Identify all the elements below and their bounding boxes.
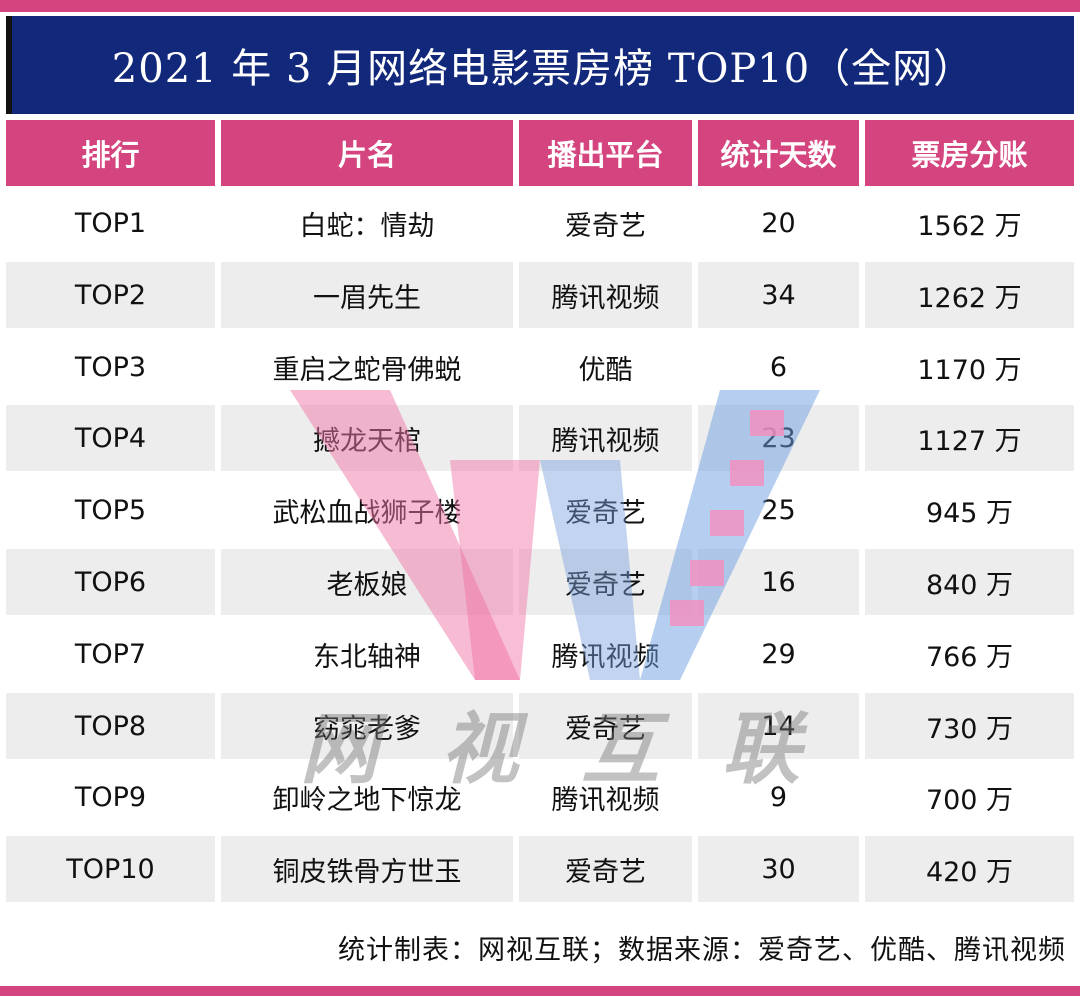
table-cell-platform: 腾讯视频 (519, 764, 692, 830)
table-cell-days: 30 (698, 836, 859, 902)
table-cell-days: 23 (698, 405, 859, 471)
table-cell-rank: TOP7 (6, 621, 215, 687)
table-cell-rank: TOP1 (6, 190, 215, 256)
page-title: 2021 年 3 月网络电影票房榜 TOP10（全网） (111, 46, 975, 92)
table-cell-days: 9 (698, 764, 859, 830)
table-cell-platform: 腾讯视频 (519, 262, 692, 328)
table-cell-title: 重启之蛇骨佛蜕 (221, 334, 513, 400)
header-rank: 排行 (6, 120, 215, 186)
table-cell-days: 29 (698, 621, 859, 687)
table-cell-title: 撼龙天棺 (221, 405, 513, 471)
header-box-office: 票房分账 (865, 120, 1074, 186)
table-cell-title: 窈窕老爹 (221, 693, 513, 759)
table-cell-box-office: 1170 万 (865, 334, 1074, 400)
table-cell-days: 25 (698, 477, 859, 543)
table-cell-title: 东北轴神 (221, 621, 513, 687)
table-cell-box-office: 840 万 (865, 549, 1074, 615)
table-cell-days: 20 (698, 190, 859, 256)
table-cell-platform: 腾讯视频 (519, 621, 692, 687)
table-cell-title: 武松血战狮子楼 (221, 477, 513, 543)
table-cell-rank: TOP2 (6, 262, 215, 328)
table-cell-platform: 爱奇艺 (519, 836, 692, 902)
table-cell-title: 卸岭之地下惊龙 (221, 764, 513, 830)
table-cell-platform: 爱奇艺 (519, 693, 692, 759)
table-cell-box-office: 1562 万 (865, 190, 1074, 256)
table-cell-rank: TOP10 (6, 836, 215, 902)
table-cell-rank: TOP5 (6, 477, 215, 543)
table-cell-rank: TOP4 (6, 405, 215, 471)
table-cell-rank: TOP6 (6, 549, 215, 615)
table-cell-days: 16 (698, 549, 859, 615)
header-days: 统计天数 (698, 120, 859, 186)
table-cell-box-office: 945 万 (865, 477, 1074, 543)
table-cell-rank: TOP8 (6, 693, 215, 759)
table-cell-title: 铜皮铁骨方世玉 (221, 836, 513, 902)
table-cell-box-office: 700 万 (865, 764, 1074, 830)
table-cell-platform: 爱奇艺 (519, 477, 692, 543)
table-cell-title: 一眉先生 (221, 262, 513, 328)
table-cell-platform: 优酷 (519, 334, 692, 400)
table-cell-title: 老板娘 (221, 549, 513, 615)
table-cell-box-office: 1127 万 (865, 405, 1074, 471)
source-footer: 统计制表：网视互联；数据来源：爱奇艺、优酷、腾讯视频 (338, 934, 1066, 966)
table-cell-box-office: 766 万 (865, 621, 1074, 687)
header-title: 片名 (221, 120, 513, 186)
bottom-accent-strip (0, 986, 1080, 996)
table-cell-box-office: 730 万 (865, 693, 1074, 759)
table-cell-rank: TOP3 (6, 334, 215, 400)
table-cell-days: 6 (698, 334, 859, 400)
table-cell-box-office: 420 万 (865, 836, 1074, 902)
table-cell-platform: 爱奇艺 (519, 549, 692, 615)
table-cell-platform: 爱奇艺 (519, 190, 692, 256)
table-cell-rank: TOP9 (6, 764, 215, 830)
header-platform: 播出平台 (519, 120, 692, 186)
table-cell-days: 34 (698, 262, 859, 328)
table-cell-title: 白蛇：情劫 (221, 190, 513, 256)
title-banner: 2021 年 3 月网络电影票房榜 TOP10（全网） (6, 16, 1074, 114)
table-cell-days: 14 (698, 693, 859, 759)
top-accent-strip (0, 0, 1080, 12)
table-cell-box-office: 1262 万 (865, 262, 1074, 328)
table-cell-platform: 腾讯视频 (519, 405, 692, 471)
